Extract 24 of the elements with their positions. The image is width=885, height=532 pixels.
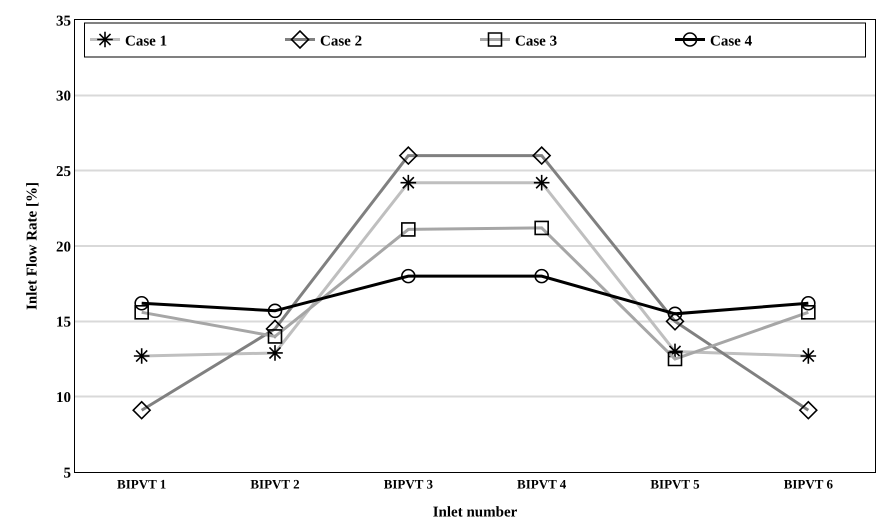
y-tick-label: 30 xyxy=(56,88,71,105)
x-tick-label: BIPVT 5 xyxy=(650,476,700,492)
y-tick-label: 25 xyxy=(56,164,71,180)
y-tick-label: 20 xyxy=(56,239,71,256)
y-tick-label: 5 xyxy=(64,465,71,482)
x-tick-label: BIPVT 2 xyxy=(250,476,300,492)
y-tick-label: 15 xyxy=(56,314,71,331)
legend-label: Case 2 xyxy=(320,33,362,50)
y-tick-label: 35 xyxy=(56,13,71,30)
x-tick-label: BIPVT 1 xyxy=(117,476,166,492)
y-tick-label: 10 xyxy=(56,390,71,406)
x-tick-label: BIPVT 3 xyxy=(384,476,434,492)
point xyxy=(534,268,549,284)
point xyxy=(268,303,282,318)
x-tick-label: BIPVT 6 xyxy=(784,476,834,492)
x-axis-title: Inlet number xyxy=(432,504,518,521)
y-axis-title: Inlet Flow Rate [%] xyxy=(24,182,40,310)
legend-label: Case 4 xyxy=(710,33,753,50)
x-tick-label: BIPVT 4 xyxy=(517,476,567,492)
point xyxy=(134,296,149,311)
point xyxy=(401,268,416,284)
legend-label: Case 1 xyxy=(125,33,168,50)
point xyxy=(801,296,816,311)
legend-label: Case 3 xyxy=(515,33,558,50)
